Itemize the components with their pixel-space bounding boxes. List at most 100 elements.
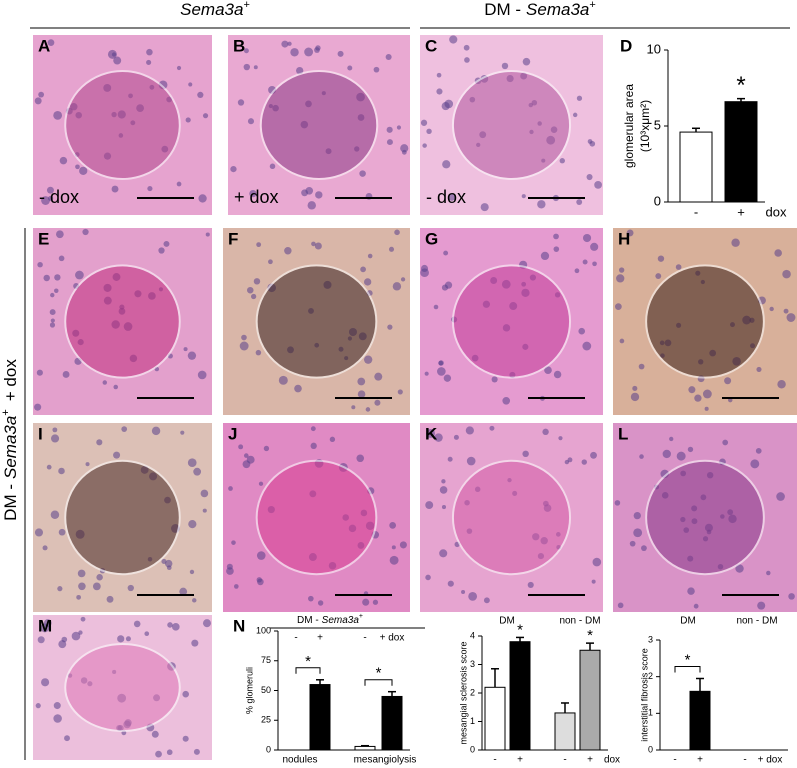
nucleus (85, 462, 90, 467)
nucleus (466, 456, 476, 466)
nucleus (735, 564, 744, 573)
nucleus (253, 65, 258, 70)
nucleus (750, 459, 760, 469)
y-tick-label: 1 (648, 708, 653, 718)
nucleus (777, 380, 786, 389)
y-tick-label: 0 (266, 744, 271, 754)
nucleus (294, 384, 302, 393)
panel-label: A (38, 36, 50, 55)
nucleus (582, 259, 588, 265)
nucleus (592, 557, 602, 567)
nucleus (250, 293, 257, 300)
nucleus (386, 139, 393, 146)
significance-star: * (517, 621, 523, 638)
nucleus (96, 439, 103, 446)
nucleus (163, 240, 170, 247)
nucleus (314, 47, 320, 53)
nucleus (437, 367, 446, 376)
nucleus (53, 714, 62, 723)
nucleus (422, 143, 427, 148)
nucleus (433, 304, 439, 310)
y-tick-label: 1 (470, 716, 475, 726)
nucleus (489, 425, 495, 431)
nucleus (161, 558, 167, 564)
nucleus (442, 160, 451, 169)
nucleus (693, 603, 699, 609)
x-tick-label: + dox (380, 633, 405, 644)
glomerulus (255, 459, 378, 576)
x-suffix: dox (766, 204, 787, 219)
nucleus (78, 582, 86, 591)
panel-label: L (618, 424, 628, 443)
x-tick-label: - (673, 755, 676, 766)
nucleus (425, 501, 434, 510)
nucleus (722, 439, 729, 446)
nucleus (468, 591, 478, 601)
nucleus (329, 436, 336, 443)
glomerulus (259, 70, 379, 180)
nucleus (638, 363, 645, 370)
nucleus (630, 392, 640, 402)
nucleus (426, 428, 436, 438)
nucleus (71, 631, 81, 641)
nucleus (48, 195, 54, 201)
nucleus (447, 456, 453, 462)
nucleus (35, 703, 41, 709)
bar (679, 131, 713, 203)
nucleus (58, 640, 67, 649)
header-right: DM - Sema3a+ (484, 0, 596, 19)
nucleus (176, 181, 182, 187)
nucleus (176, 65, 182, 71)
y-tick-label: 0 (648, 744, 653, 754)
nucleus (443, 374, 452, 382)
nucleus (453, 434, 459, 440)
nucleus (386, 126, 393, 133)
x-tick-label: - (563, 755, 566, 766)
y-tick-label: 2 (470, 687, 475, 697)
nucleus (394, 229, 400, 236)
glomerulus (64, 459, 181, 576)
nucleus (40, 623, 50, 633)
nucleus (113, 384, 119, 390)
nucleus (197, 370, 207, 380)
nucleus (461, 589, 466, 595)
y-tick-label: 100 (256, 625, 271, 635)
nucleus (400, 277, 406, 282)
nucleus (125, 636, 131, 642)
nucleus (310, 426, 316, 432)
panel-caption: - dox (426, 187, 466, 207)
nucleus (205, 232, 210, 237)
nucleus (82, 228, 89, 236)
nucleus (587, 139, 593, 144)
bar (689, 690, 711, 751)
nucleus (448, 193, 456, 201)
nucleus (420, 268, 429, 278)
nucleus (197, 91, 204, 98)
group-label: non - DM (736, 616, 777, 627)
nucleus (121, 426, 128, 432)
nucleus (301, 189, 309, 197)
nucleus (578, 327, 586, 335)
bar (579, 649, 601, 751)
nucleus (389, 522, 397, 529)
bar (509, 641, 531, 751)
nucleus (782, 269, 791, 279)
nucleus (655, 273, 662, 280)
y-tick-label: 75 (261, 655, 271, 665)
nucleus (187, 458, 197, 468)
nucleus (155, 750, 162, 758)
nucleus (49, 322, 56, 328)
nucleus (107, 49, 117, 59)
nucleus (54, 274, 61, 281)
nucleus (49, 309, 56, 316)
significance-star: * (376, 665, 382, 682)
nucleus (41, 678, 50, 687)
panel-label: I (38, 424, 43, 443)
nucleus (675, 264, 682, 270)
nucleus (362, 598, 370, 606)
nucleus (590, 242, 599, 251)
panel-label: G (425, 229, 438, 248)
nucleus (182, 735, 189, 742)
y-tick-label: 25 (261, 715, 271, 725)
